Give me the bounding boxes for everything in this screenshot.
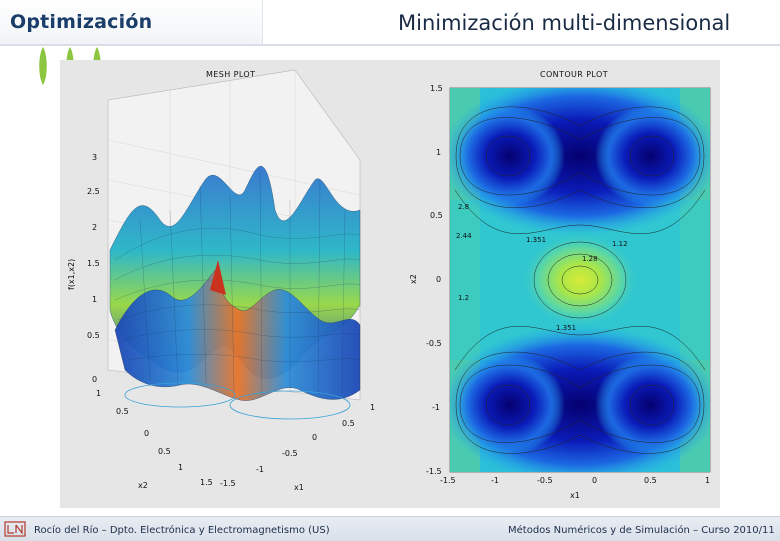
mesh-x2-tick: 0 (144, 429, 149, 438)
mesh-z-tick: 2 (92, 223, 97, 232)
contour-xlabel: x1 (570, 491, 580, 500)
mesh-x1-tick: 0.5 (342, 419, 355, 428)
contour-x-tick: 0 (592, 476, 597, 485)
contour-label: 1.28 (582, 255, 598, 263)
section-title: Optimización (10, 11, 153, 33)
contour-ylabel: x2 (409, 274, 418, 284)
mesh-x2label: x2 (138, 481, 148, 490)
mesh-z-tick: 1 (92, 295, 97, 304)
mesh-floor-contour (229, 390, 351, 420)
mesh-z-tick: 1.5 (87, 259, 100, 268)
mesh-z-tick: 0 (92, 375, 97, 384)
contour-y-tick: 1.5 (430, 84, 443, 93)
mesh-z-tick: 3 (92, 153, 97, 162)
contour-x-tick: 1 (705, 476, 710, 485)
mesh-x1-tick: -1.5 (220, 479, 236, 488)
header-divider (0, 44, 780, 46)
contour-y-tick: -1.5 (426, 467, 442, 476)
contour-y-tick: -1 (432, 403, 440, 412)
mesh-surface-front (114, 269, 361, 401)
contour-x-tick: 0.5 (644, 476, 657, 485)
contour-y-tick: -0.5 (426, 339, 442, 348)
mesh-plot-title: MESH PLOT (206, 70, 255, 79)
figure-canvas: MESH PLOT (67, 69, 711, 500)
contour-plot: CONTOUR PLOT (409, 70, 711, 500)
contour-fill (450, 88, 710, 472)
mesh-floor-contour (124, 382, 236, 408)
contour-label: 1.351 (556, 324, 576, 332)
section-title-box: Optimización (0, 0, 263, 44)
footer-author: Rocío del Río – Dpto. Electrónica y Elec… (34, 525, 330, 536)
contour-label: 1.12 (612, 240, 628, 248)
mesh-x1-tick: 1 (370, 403, 375, 412)
matlab-figure: MESH PLOT (60, 60, 720, 508)
contour-label: 2.44 (456, 232, 472, 240)
mesh-x2-tick: 0.5 (116, 407, 129, 416)
mesh-x1label: x1 (294, 483, 304, 492)
contour-x-tick: -1 (491, 476, 499, 485)
mesh-x2-tick: 1.5 (200, 478, 213, 487)
contour-y-tick: 0 (436, 275, 441, 284)
mesh-x2-tick: 1 (178, 463, 183, 472)
mesh-peak (210, 260, 226, 295)
contour-y-ticks: 1.5 1 0.5 0 -0.5 -1 -1.5 (426, 84, 443, 476)
mesh-z-ticks: 3 2.5 2 1.5 1 0.5 0 (87, 153, 100, 384)
mesh-x2-tick: 0.5 (158, 447, 171, 456)
mesh-x2-ticks: 1 0.5 0 0.5 1 1.5 (96, 389, 213, 487)
contour-x-tick: -1.5 (440, 476, 456, 485)
mesh-plot: MESH PLOT (67, 69, 375, 492)
slide-title: Minimización multi-dimensional (398, 11, 731, 35)
leaf-decoration-icon (39, 47, 47, 85)
contour-x-tick: -0.5 (537, 476, 553, 485)
mesh-x1-tick: 0 (312, 433, 317, 442)
contour-y-tick: 1 (436, 148, 441, 157)
slide-header: Optimización Minimización multi-dimensio… (0, 0, 780, 44)
contour-x-ticks: -1.5 -1 -0.5 0 0.5 1 (440, 476, 710, 485)
mesh-x1-ticks: 1 0.5 0 -0.5 -1 -1.5 (220, 403, 375, 488)
mesh-z-tick: 2.5 (87, 187, 100, 196)
contour-label: 1.351 (526, 236, 546, 244)
mesh-zlabel: f(x1,x2) (67, 259, 76, 290)
contour-plot-title: CONTOUR PLOT (540, 70, 608, 79)
footer-course: Métodos Numéricos y de Simulación – Curs… (508, 525, 775, 536)
mesh-x2-tick: 1 (96, 389, 101, 398)
university-logo-icon (4, 521, 26, 537)
contour-labels: 1.351 1.12 1.28 1.351 2.8 2.44 1.2 (456, 203, 628, 332)
slide-footer: Rocío del Río – Dpto. Electrónica y Elec… (0, 516, 780, 541)
contour-y-tick: 0.5 (430, 211, 443, 220)
mesh-z-tick: 0.5 (87, 331, 100, 340)
contour-lines (454, 106, 706, 454)
mesh-x1-tick: -0.5 (282, 449, 298, 458)
mesh-x1-tick: -1 (256, 465, 264, 474)
contour-label: 1.2 (458, 294, 469, 302)
contour-label: 2.8 (458, 203, 469, 211)
